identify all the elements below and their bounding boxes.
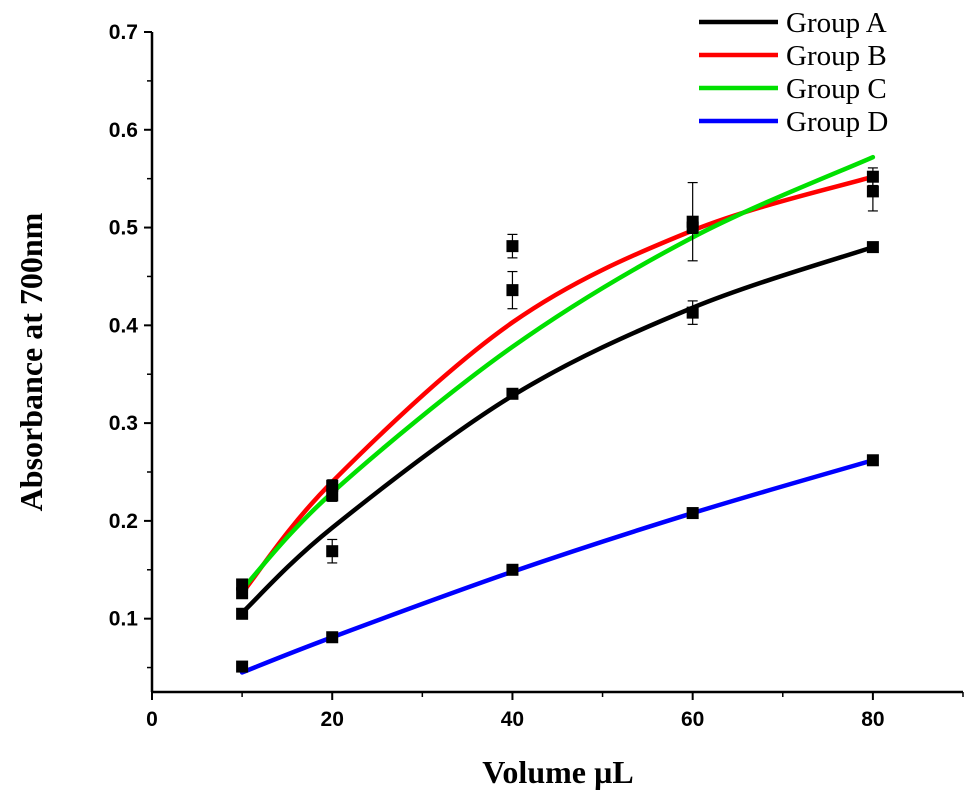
data-point-group-d: [506, 563, 519, 576]
legend-label-group-d: Group D: [786, 106, 888, 138]
y-tick-label: 0.7: [109, 21, 138, 44]
data-point-group-a: [326, 545, 339, 558]
data-point-group-c: [236, 578, 249, 591]
data-point-group-d: [326, 631, 339, 644]
data-point-group-d: [236, 660, 249, 673]
plot-area: [236, 154, 879, 675]
y-axis-title: Absorbance at 700nm: [13, 212, 49, 511]
data-point-group-d: [866, 454, 879, 467]
fit-line-group-d: [239, 458, 876, 675]
y-tick-label: 0.6: [109, 119, 138, 142]
data-point-group-c: [326, 489, 339, 502]
x-tick-label: 40: [501, 708, 524, 731]
x-tick-label: 60: [681, 708, 704, 731]
data-point-group-c: [506, 240, 519, 253]
y-tick-label: 0.4: [109, 314, 139, 337]
x-tick-label: 20: [321, 708, 344, 731]
data-point-group-b: [326, 479, 339, 492]
data-point-group-b: [506, 284, 519, 297]
data-point-group-a: [506, 387, 519, 400]
data-point-group-d: [686, 507, 699, 520]
y-tick-label: 0.5: [109, 217, 139, 240]
x-axis-title: Volume µL: [482, 754, 634, 790]
y-tick-label: 0.1: [109, 608, 139, 631]
fit-line-group-b: [239, 174, 876, 596]
x-tick-label: 80: [861, 708, 884, 731]
data-point-group-c: [866, 185, 879, 198]
data-point-group-a: [866, 241, 879, 254]
legend-label-group-b: Group B: [786, 40, 887, 72]
fit-line-group-c: [239, 154, 876, 592]
y-tick-label: 0.3: [109, 412, 138, 435]
data-point-group-c: [686, 221, 699, 234]
axes: 0 20 40 60 80 0.1 0.2 0.3 0.4 0.5 0.6 0.7: [109, 21, 964, 731]
legend-label-group-a: Group A: [786, 7, 887, 39]
data-point-group-a: [686, 306, 699, 319]
x-tick-label: 0: [146, 708, 158, 731]
legend-label-group-c: Group C: [786, 73, 887, 105]
y-tick-label: 0.2: [109, 510, 138, 533]
data-point-group-a: [236, 607, 249, 620]
